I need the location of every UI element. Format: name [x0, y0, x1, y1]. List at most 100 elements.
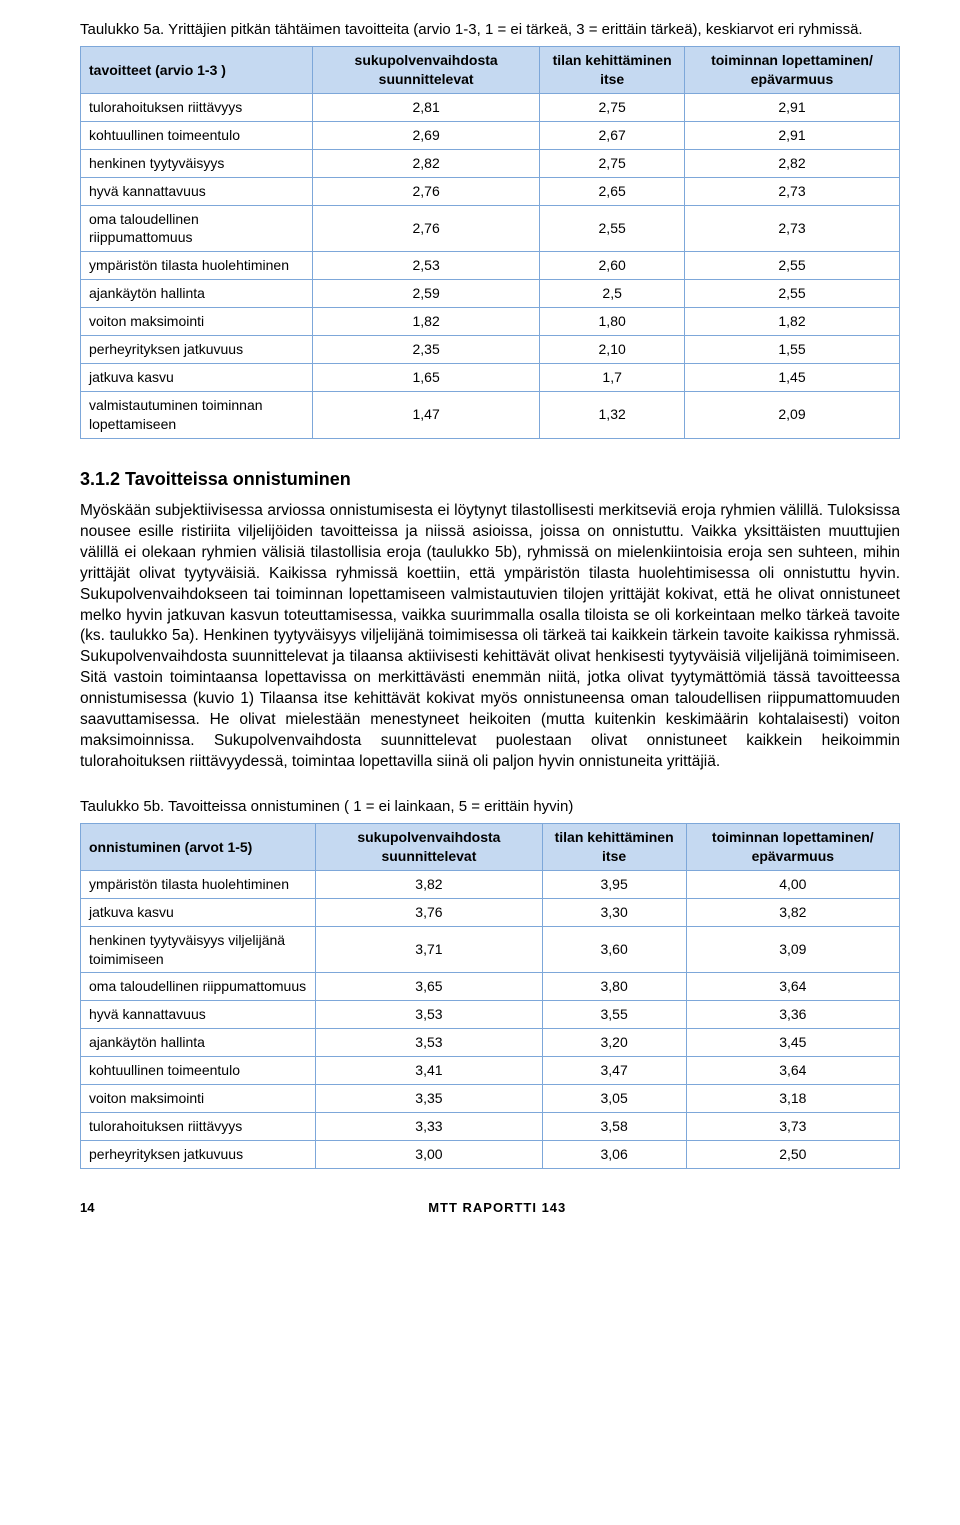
table-row: tulorahoituksen riittävyys3,333,583,73 — [81, 1112, 900, 1140]
table5a-row-value: 2,35 — [312, 336, 539, 364]
table5b-row-value: 3,00 — [316, 1140, 542, 1168]
table5a-header-row: tavoitteet (arvio 1-3 ) sukupolvenvaihdo… — [81, 47, 900, 94]
page-footer: 14 MTT RAPORTTI 143 — [80, 1199, 900, 1217]
table5b-row-value: 3,82 — [316, 870, 542, 898]
table5b-row-value: 3,05 — [542, 1085, 686, 1113]
table-row: ajankäytön hallinta3,533,203,45 — [81, 1029, 900, 1057]
table5b-row-label: perheyrityksen jatkuvuus — [81, 1140, 316, 1168]
section-heading: 3.1.2 Tavoitteissa onnistuminen — [80, 467, 900, 491]
table5b-row-value: 3,58 — [542, 1112, 686, 1140]
table5b-row-value: 3,64 — [686, 973, 899, 1001]
table5a-row-value: 1,55 — [684, 336, 899, 364]
table5a-h1: sukupolvenvaihdosta suunnittelevat — [312, 47, 539, 94]
table5a-row-value: 2,53 — [312, 252, 539, 280]
table5b-h3: toiminnan lopettaminen/ epävarmuus — [686, 824, 899, 871]
table5a-row-value: 1,65 — [312, 363, 539, 391]
table5a-row-label: jatkuva kasvu — [81, 363, 313, 391]
table5a-row-value: 1,7 — [540, 363, 685, 391]
table5b-row-value: 3,33 — [316, 1112, 542, 1140]
footer-label: MTT RAPORTTI 143 — [428, 1200, 566, 1215]
table5b-row-value: 3,06 — [542, 1140, 686, 1168]
table5a-row-value: 1,45 — [684, 363, 899, 391]
table5b-row-value: 3,53 — [316, 1029, 542, 1057]
page-number: 14 — [80, 1199, 94, 1217]
table5a-row-value: 2,91 — [684, 121, 899, 149]
table5b-row-label: oma taloudellinen riippumattomuus — [81, 973, 316, 1001]
table5b-row-value: 3,73 — [686, 1112, 899, 1140]
table5a-row-value: 2,81 — [312, 94, 539, 122]
table5a-row-value: 2,55 — [684, 252, 899, 280]
table5a-row-value: 2,60 — [540, 252, 685, 280]
table5b-row-value: 4,00 — [686, 870, 899, 898]
table5a-row-label: henkinen tyytyväisyys — [81, 149, 313, 177]
table5a-row-value: 2,75 — [540, 94, 685, 122]
table5b-h0: onnistuminen (arvot 1-5) — [81, 824, 316, 871]
table5a-row-value: 2,82 — [684, 149, 899, 177]
table5a-row-value: 2,55 — [684, 280, 899, 308]
table-row: henkinen tyytyväisyys2,822,752,82 — [81, 149, 900, 177]
table5b-row-value: 3,65 — [316, 973, 542, 1001]
table5a-row-label: perheyrityksen jatkuvuus — [81, 336, 313, 364]
table5b-row-label: jatkuva kasvu — [81, 898, 316, 926]
table-row: ajankäytön hallinta2,592,52,55 — [81, 280, 900, 308]
table5b-row-value: 3,36 — [686, 1001, 899, 1029]
table5b-row-label: kohtuullinen toimeentulo — [81, 1057, 316, 1085]
table5b-row-label: voiton maksimointi — [81, 1085, 316, 1113]
table-row: kohtuullinen toimeentulo3,413,473,64 — [81, 1057, 900, 1085]
table-row: valmistautuminen toiminnan lopettamiseen… — [81, 391, 900, 438]
table-row: oma taloudellinen riippumattomuus2,762,5… — [81, 205, 900, 252]
table5b-row-value: 3,80 — [542, 973, 686, 1001]
table5b-row-value: 3,41 — [316, 1057, 542, 1085]
table5a-row-value: 2,65 — [540, 177, 685, 205]
table5a-row-label: tulorahoituksen riittävyys — [81, 94, 313, 122]
page: Taulukko 5a. Yrittäjien pitkän tähtäimen… — [0, 0, 960, 1246]
table5b-row-value: 3,20 — [542, 1029, 686, 1057]
table5b-h1: sukupolvenvaihdosta suunnittelevat — [316, 824, 542, 871]
table-row: voiton maksimointi3,353,053,18 — [81, 1085, 900, 1113]
table5a-row-value: 2,5 — [540, 280, 685, 308]
table5a-row-value: 2,82 — [312, 149, 539, 177]
table5b-row-label: ympäristön tilasta huolehtiminen — [81, 870, 316, 898]
table5a-row-value: 2,73 — [684, 205, 899, 252]
table-row: perheyrityksen jatkuvuus3,003,062,50 — [81, 1140, 900, 1168]
table5b-row-value: 3,64 — [686, 1057, 899, 1085]
table5a-row-value: 2,91 — [684, 94, 899, 122]
table5a-row-value: 2,10 — [540, 336, 685, 364]
table5a-row-value: 2,09 — [684, 391, 899, 438]
table5a-row-value: 2,59 — [312, 280, 539, 308]
table5b-row-label: tulorahoituksen riittävyys — [81, 1112, 316, 1140]
table5b-row-value: 3,45 — [686, 1029, 899, 1057]
table5a-h2: tilan kehittäminen itse — [540, 47, 685, 94]
table5a-row-value: 2,76 — [312, 205, 539, 252]
table5a-row-label: ympäristön tilasta huolehtiminen — [81, 252, 313, 280]
table-row: tulorahoituksen riittävyys2,812,752,91 — [81, 94, 900, 122]
table-row: hyvä kannattavuus2,762,652,73 — [81, 177, 900, 205]
table-row: oma taloudellinen riippumattomuus3,653,8… — [81, 973, 900, 1001]
table5a-row-value: 1,82 — [312, 308, 539, 336]
table5a-row-value: 2,67 — [540, 121, 685, 149]
table5a-h3: toiminnan lopettaminen/ epävarmuus — [684, 47, 899, 94]
table5b-caption: Taulukko 5b. Tavoitteissa onnistuminen (… — [80, 797, 900, 817]
table-row: hyvä kannattavuus3,533,553,36 — [81, 1001, 900, 1029]
table-row: ympäristön tilasta huolehtiminen2,532,60… — [81, 252, 900, 280]
table5a-row-value: 2,73 — [684, 177, 899, 205]
table5b-row-label: ajankäytön hallinta — [81, 1029, 316, 1057]
table5b-row-value: 3,35 — [316, 1085, 542, 1113]
section-body: Myöskään subjektiivisessa arviossa onnis… — [80, 501, 900, 773]
table5b-row-value: 3,53 — [316, 1001, 542, 1029]
table5b-row-value: 3,76 — [316, 898, 542, 926]
table5b-row-value: 3,95 — [542, 870, 686, 898]
table-row: perheyrityksen jatkuvuus2,352,101,55 — [81, 336, 900, 364]
table5a-row-value: 1,82 — [684, 308, 899, 336]
table5a-row-value: 1,80 — [540, 308, 685, 336]
table5a-row-value: 2,76 — [312, 177, 539, 205]
table5b-row-value: 3,18 — [686, 1085, 899, 1113]
table5b-row-label: hyvä kannattavuus — [81, 1001, 316, 1029]
table5b-header-row: onnistuminen (arvot 1-5) sukupolvenvaihd… — [81, 824, 900, 871]
table-row: voiton maksimointi1,821,801,82 — [81, 308, 900, 336]
table5b: onnistuminen (arvot 1-5) sukupolvenvaihd… — [80, 823, 900, 1169]
table5b-row-value: 3,82 — [686, 898, 899, 926]
table-row: jatkuva kasvu1,651,71,45 — [81, 363, 900, 391]
table5b-row-value: 3,71 — [316, 926, 542, 973]
table5b-row-value: 3,47 — [542, 1057, 686, 1085]
